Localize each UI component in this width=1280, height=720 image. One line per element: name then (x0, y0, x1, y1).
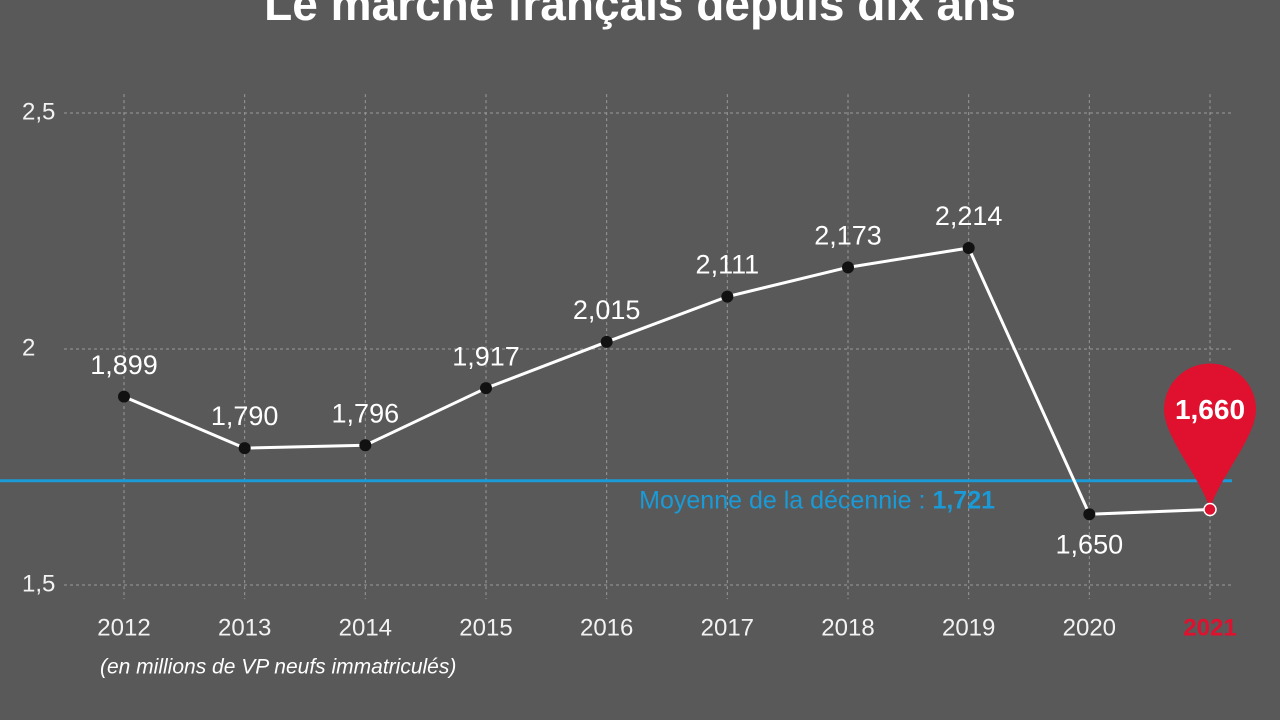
value-label: 2,015 (573, 295, 641, 325)
note: (en millions de VP neufs immatriculés) (100, 656, 456, 679)
value-label: 1,899 (90, 350, 158, 380)
value-label: 1,790 (211, 401, 279, 431)
point (600, 335, 613, 348)
point (238, 442, 251, 455)
point (842, 261, 854, 274)
pin (1164, 363, 1256, 510)
x-tick-label: 2018 (821, 614, 874, 641)
value-label: 1,917 (452, 341, 520, 371)
value-label: 2,173 (814, 220, 882, 250)
point (359, 439, 372, 452)
average-value: 1,721 (932, 486, 995, 514)
x-tick-label: 2021 (1183, 614, 1236, 641)
point (721, 290, 734, 303)
x-tick-label: 2012 (97, 614, 150, 641)
series-line (123, 246, 1211, 516)
y-tick-label: 2 (22, 334, 35, 361)
point (1203, 502, 1217, 517)
y-tick-label: 1,5 (22, 570, 55, 597)
point (962, 241, 975, 254)
x-tick-label: 2020 (1063, 614, 1116, 641)
x-tick-label: 2017 (701, 614, 754, 641)
value-label: 1,650 (1056, 529, 1124, 559)
average-text: Moyenne de la décennie : (639, 486, 925, 514)
point (118, 390, 130, 403)
value-label: 1,660 (1175, 394, 1245, 425)
x-tick-label: 2015 (459, 614, 512, 641)
value-label: 1,796 (332, 398, 400, 428)
value-label: 2,111 (696, 250, 760, 280)
point (1083, 508, 1096, 521)
x-tick-label: 2014 (339, 614, 392, 641)
x-tick-label: 2013 (218, 614, 271, 641)
chart-title: Le marché français depuis dix ans (264, 0, 1016, 30)
value-label: 2,214 (935, 201, 1003, 231)
x-tick-label: 2019 (942, 614, 995, 641)
point (480, 382, 492, 395)
average-label: Moyenne de la décennie : 1,721 (639, 486, 995, 514)
y-tick-label: 2,5 (22, 98, 55, 125)
x-tick-label: 2016 (580, 614, 633, 641)
